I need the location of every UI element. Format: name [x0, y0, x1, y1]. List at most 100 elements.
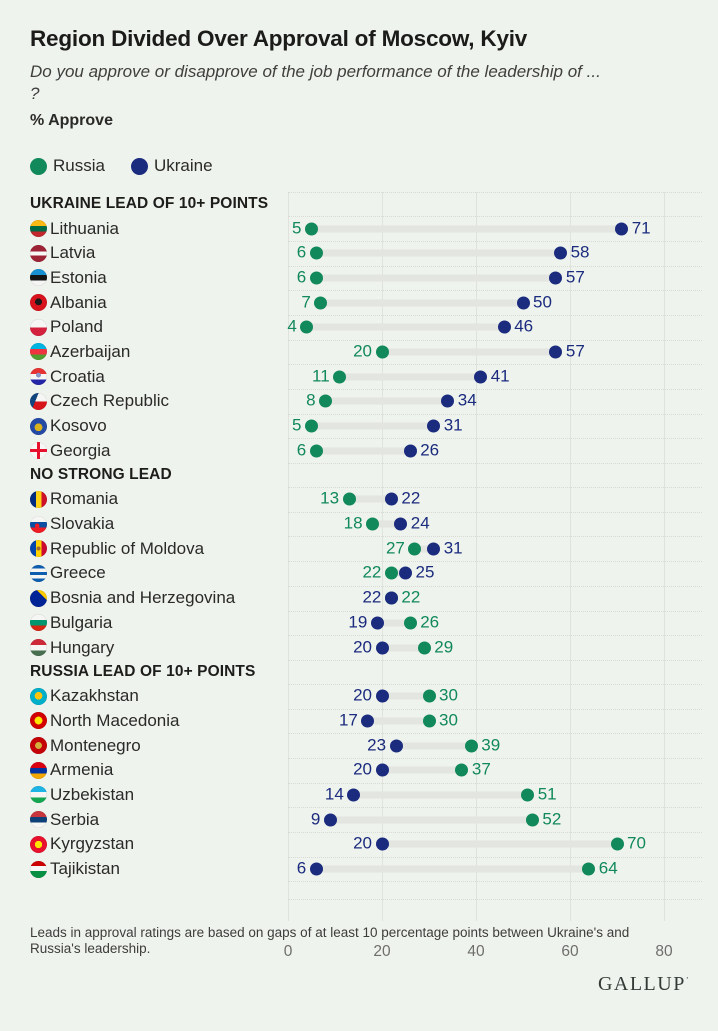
ukraine-dot — [375, 763, 389, 777]
dumbbell-track: 8 34 — [288, 389, 718, 414]
country-row-kazakhstan: Kazakhstan 20 30 — [0, 683, 718, 709]
russia-dot — [309, 444, 323, 458]
country-row-lithuania: Lithuania 5 71 — [0, 216, 718, 241]
country-row-tajikistan: Tajikistan 6 64 — [0, 856, 718, 882]
russia-dot — [375, 345, 389, 359]
dumbbell-track: 9 52 — [288, 807, 718, 832]
flag-bosnia-icon — [30, 589, 47, 607]
russia-dot — [309, 271, 323, 285]
x-axis: 0 20 40 60 80 — [284, 943, 673, 963]
russia-value-label: 30 — [439, 685, 458, 705]
russia-value-label: 37 — [471, 759, 491, 779]
flag-armenia-icon — [30, 761, 47, 779]
dumbbell-track: 17 30 — [288, 708, 718, 734]
dumbbell-track: 19 26 — [288, 610, 718, 636]
country-row-latvia: Latvia 6 58 — [0, 240, 718, 266]
section-header-label: NO STRONG LEAD — [30, 466, 172, 484]
flag-montenegro-icon — [30, 737, 47, 755]
country-name: North Macedonia — [50, 710, 180, 730]
ukraine-dot — [427, 542, 441, 556]
ukraine-dot — [441, 394, 455, 408]
country-label: Croatia — [0, 367, 288, 387]
footnote: Leads in approval ratings are based on g… — [30, 925, 630, 957]
flag-tajikistan-icon — [30, 860, 47, 878]
flag-greece-icon — [30, 564, 47, 582]
flag-kosovo-icon — [30, 417, 47, 435]
ukraine-value-label: 22 — [362, 587, 382, 607]
country-name: Romania — [50, 489, 119, 509]
ukraine-value-label: 6 — [296, 858, 307, 878]
ukraine-value-label: 58 — [570, 242, 590, 262]
russia-value-label: 30 — [439, 710, 458, 730]
ukraine-value-label: 57 — [565, 341, 585, 361]
ukraine-dot — [375, 689, 389, 703]
russia-dot — [408, 542, 422, 556]
country-name: Azerbaijan — [50, 341, 131, 361]
country-label: Lithuania — [0, 219, 288, 239]
country-row-georgia: Georgia 6 26 — [0, 438, 718, 463]
country-name: Poland — [50, 317, 103, 337]
flag-estonia-icon — [30, 269, 47, 287]
russia-dot — [333, 370, 347, 384]
country-label: Hungary — [0, 638, 288, 658]
russia-dot — [417, 641, 431, 655]
country-row-armenia: Armenia 20 37 — [0, 757, 718, 783]
page-title: Region Divided Over Approval of Moscow, … — [30, 26, 528, 51]
ukraine-dot — [309, 862, 323, 876]
dumbbell-track: 6 57 — [288, 265, 718, 291]
russia-value-label: 6 — [296, 242, 307, 262]
ukraine-dot — [399, 566, 412, 580]
ukraine-dot — [389, 739, 403, 753]
flag-czech-icon — [30, 392, 47, 410]
russia-value-label: 51 — [537, 784, 557, 804]
ukraine-dot — [375, 641, 389, 655]
ukraine-value-label: 46 — [514, 316, 534, 336]
russia-value-label: 39 — [481, 735, 501, 755]
chart-body: UKRAINE LEAD OF 10+ POINTS Lithuania 5 71 La… — [0, 192, 718, 922]
ukraine-dot — [384, 591, 398, 605]
country-row-estonia: Estonia 6 57 — [0, 265, 718, 291]
connector-bar — [316, 249, 561, 257]
russia-dot — [422, 689, 436, 703]
country-label: Albania — [0, 293, 288, 313]
russia-dot — [525, 813, 539, 827]
russia-dot — [464, 739, 478, 753]
russia-value-label: 64 — [598, 858, 618, 878]
connector-bar — [414, 545, 434, 553]
footer: Leads in approval ratings are based on g… — [0, 921, 718, 1031]
russia-value-label: 5 — [292, 415, 302, 435]
russia-legend-dot-icon — [30, 157, 47, 175]
russia-value-label: 7 — [301, 292, 311, 312]
flag-lithuania-icon — [30, 220, 47, 238]
country-label: Kazakhstan — [0, 686, 288, 706]
flag-hungary-icon — [30, 639, 47, 657]
spacer-row — [0, 899, 718, 921]
ukraine-dot — [370, 616, 384, 630]
country-label: Slovakia — [0, 514, 288, 534]
flag-bulgaria-icon — [30, 614, 47, 632]
country-name: Armenia — [50, 760, 114, 780]
connector-bar — [311, 422, 434, 430]
legend: Russia Ukraine — [30, 156, 718, 176]
flag-slovakia-icon — [30, 515, 47, 533]
flag-azerbaijan-icon — [30, 343, 47, 361]
spacer-gap — [0, 881, 288, 899]
flag-latvia-icon — [30, 244, 47, 262]
spacer-row — [0, 881, 718, 899]
country-row-poland: Poland 4 46 — [0, 314, 718, 340]
ukraine-value-label: 50 — [533, 292, 552, 312]
section-header-label: UKRAINE LEAD OF 10+ POINTS — [30, 195, 269, 213]
country-name: Kosovo — [50, 416, 107, 436]
dumbbell-track: 20 37 — [288, 757, 718, 783]
country-name: Lithuania — [50, 218, 120, 238]
russia-dot — [305, 419, 318, 433]
dumbbell-track: 22 22 — [288, 585, 718, 611]
country-name: Montenegro — [50, 735, 141, 755]
connector-bar — [382, 766, 462, 774]
ukraine-value-label: 19 — [348, 612, 368, 632]
ukraine-dot — [516, 296, 530, 310]
country-name: Czech Republic — [50, 391, 170, 411]
connector-bar — [382, 644, 425, 652]
spacer-track — [288, 899, 718, 921]
